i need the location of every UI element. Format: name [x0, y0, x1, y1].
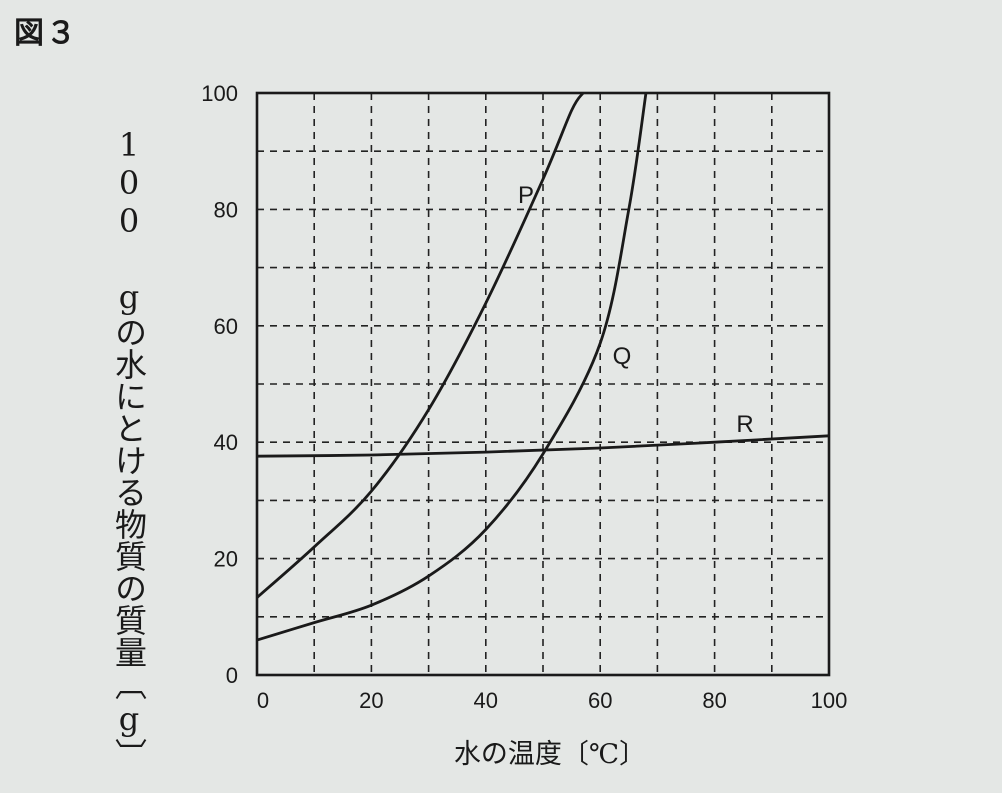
y-tick-label: 20 [214, 547, 238, 572]
x-tick-label: 20 [359, 688, 383, 713]
series-line-Q [257, 93, 648, 642]
y-tick-label: 80 [214, 197, 238, 222]
x-tick-label: 80 [702, 688, 726, 713]
series-label-R: R [736, 411, 753, 438]
series-label-P: P [518, 182, 534, 209]
y-tick-label: 60 [214, 314, 238, 339]
x-axis-label: 水の温度〔℃〕 [454, 739, 646, 770]
y-axis-label: 100 gの水にとける物質の質量〔g〕 [110, 126, 148, 770]
plot-frame [255, 91, 831, 677]
series-line-R [257, 434, 829, 458]
y-tick-label: 40 [214, 430, 238, 455]
x-tick-label: 60 [588, 688, 612, 713]
x-tick-label: 0 [257, 688, 269, 713]
figure-label: 図３ [14, 16, 78, 51]
x-tick-label: 40 [474, 688, 498, 713]
y-tick-label: 100 [201, 81, 238, 106]
y-tick-label: 0 [226, 663, 238, 688]
series-label-Q: Q [613, 343, 632, 370]
series-line-P [257, 93, 585, 599]
x-tick-label: 100 [811, 688, 848, 713]
